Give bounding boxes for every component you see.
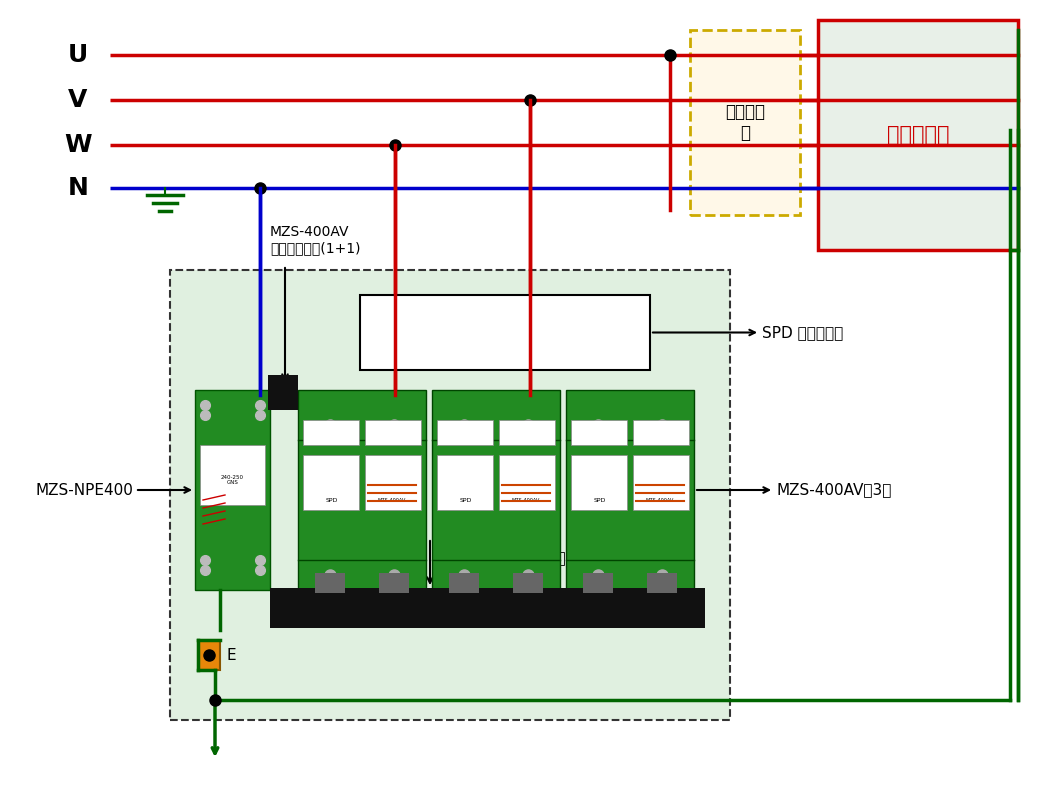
Text: 被保護機器: 被保護機器 <box>887 125 949 145</box>
Bar <box>315 573 345 593</box>
Bar <box>270 588 705 628</box>
Bar <box>499 455 555 510</box>
Bar <box>633 420 689 445</box>
Text: MZS-400AVショートバー(3): MZS-400AVショートバー(3) <box>460 550 624 565</box>
Text: E: E <box>226 647 236 662</box>
Bar <box>647 573 677 593</box>
Text: SPD: SPD <box>594 498 606 502</box>
Text: MZS-NPE400: MZS-NPE400 <box>36 483 133 498</box>
Bar <box>200 445 265 505</box>
Bar <box>818 20 1018 250</box>
Bar <box>432 390 560 590</box>
Bar <box>583 573 613 593</box>
Text: 漏電遮断
器: 漏電遮断 器 <box>725 103 765 142</box>
Bar <box>365 455 421 510</box>
Bar <box>571 455 627 510</box>
Bar <box>571 420 627 445</box>
Bar <box>298 390 425 590</box>
Text: V: V <box>68 88 88 112</box>
Bar <box>566 390 694 590</box>
Bar <box>170 270 730 720</box>
Bar <box>268 375 298 410</box>
Text: 240-250
GNS: 240-250 GNS <box>221 475 244 486</box>
Text: U: U <box>68 43 88 67</box>
Text: N: N <box>67 176 88 200</box>
Bar <box>303 455 359 510</box>
Bar <box>195 390 270 590</box>
Bar <box>185 285 715 705</box>
Bar <box>361 295 650 370</box>
FancyBboxPatch shape <box>690 30 800 215</box>
Bar <box>437 420 493 445</box>
Bar <box>303 420 359 445</box>
Bar <box>514 573 543 593</box>
Bar <box>633 455 689 510</box>
Bar <box>449 573 479 593</box>
Bar <box>499 420 555 445</box>
Text: MZS-400AV: MZS-400AV <box>646 498 674 502</box>
Text: SPD: SPD <box>460 498 473 502</box>
Bar <box>198 640 220 670</box>
Bar <box>379 573 409 593</box>
Text: MZS-400AV: MZS-400AV <box>378 498 407 502</box>
Text: W: W <box>64 133 92 157</box>
Bar <box>437 455 493 510</box>
Bar <box>365 420 421 445</box>
Text: MZS-400AV
ショートバー(1+1): MZS-400AV ショートバー(1+1) <box>270 225 361 255</box>
Text: MZS-400AV　3つ: MZS-400AV 3つ <box>776 483 892 498</box>
Text: MZS-400AV: MZS-400AV <box>511 498 540 502</box>
Text: SPD: SPD <box>326 498 339 502</box>
Text: SPD 外部分離器: SPD 外部分離器 <box>762 325 844 340</box>
